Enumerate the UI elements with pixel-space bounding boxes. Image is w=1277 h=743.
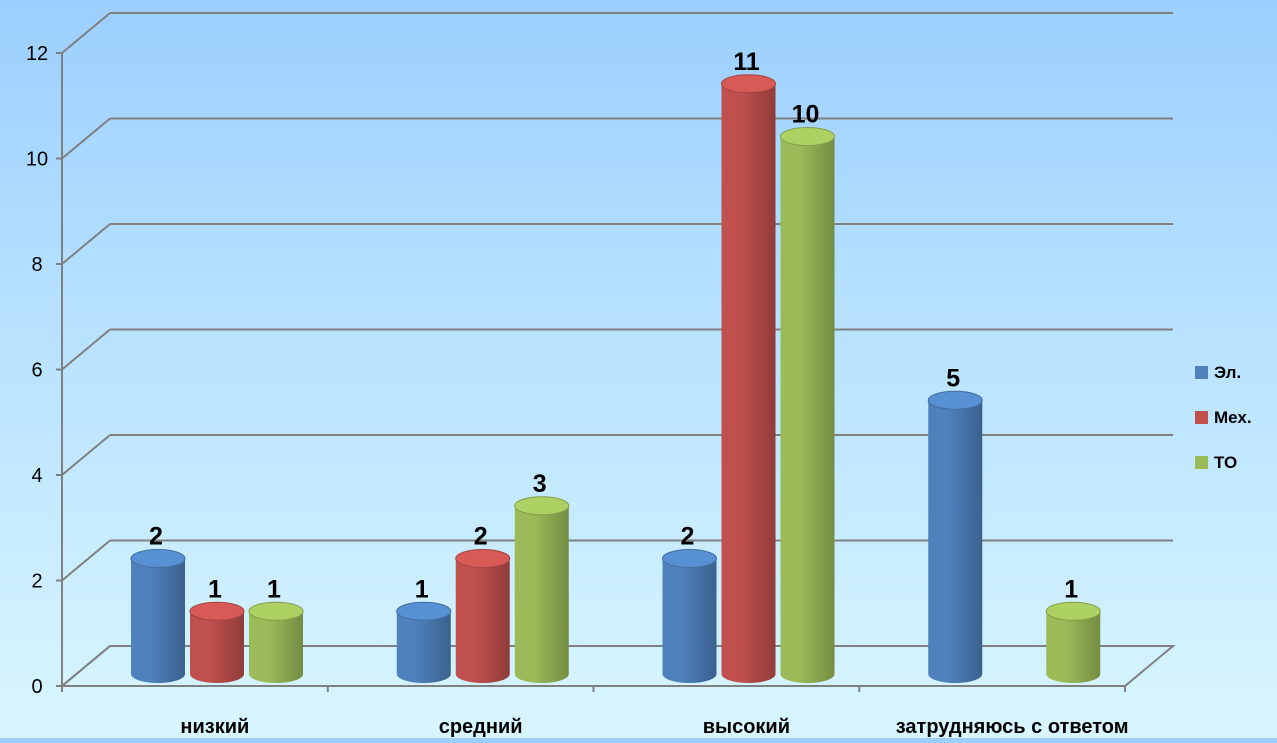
data-label: 10: [792, 101, 820, 129]
data-label: 1: [1064, 575, 1078, 603]
data-label: 2: [681, 523, 695, 551]
y-axis: 0 2 4 6 8 10 12: [26, 43, 62, 698]
x-tick-label: низкий: [180, 716, 249, 738]
legend-item: Эл.: [1195, 350, 1252, 395]
gridline: [61, 117, 1173, 160]
gridline: [61, 223, 1173, 265]
gridlines: [61, 12, 1173, 687]
y-tick-label: 0: [31, 676, 42, 698]
gridline: [61, 328, 1173, 371]
data-label: 1: [208, 575, 222, 603]
bar-Мех.-средний: [455, 549, 511, 684]
bar-Мех.-низкий: [189, 601, 245, 683]
bar-Эл.-низкий: [130, 549, 186, 683]
data-label: 3: [533, 470, 547, 498]
data-label: 5: [946, 364, 960, 392]
bar-ТО-затрудняюсь с ответом: [1045, 601, 1101, 684]
data-label: 2: [474, 523, 488, 551]
bar-ТО-средний: [514, 496, 570, 684]
legend-swatch: [1195, 456, 1208, 469]
data-label: 11: [733, 48, 760, 76]
y-tick-label: 2: [31, 571, 42, 593]
data-label: 1: [267, 575, 281, 603]
x-tick-label: средний: [439, 716, 523, 738]
bar-Эл.-затрудняюсь с ответом: [927, 390, 983, 684]
legend-swatch: [1195, 411, 1208, 424]
legend: Эл. Мех. ТО: [1195, 350, 1252, 485]
y-tick-label: 4: [31, 465, 42, 487]
legend-label: ТО: [1214, 452, 1238, 472]
y-tick-label: 12: [26, 43, 48, 65]
legend-label: Мех.: [1214, 407, 1252, 427]
gridline: [61, 12, 1173, 54]
y-tick-label: 6: [31, 360, 42, 382]
gridline: [61, 434, 1173, 476]
bar-ТО-низкий: [248, 601, 304, 683]
x-tick-label: затрудняюсь с ответом: [896, 716, 1129, 738]
bar-Эл.-средний: [396, 601, 452, 684]
y-tick-label: 10: [26, 149, 48, 171]
bar-Эл.-высокий: [662, 549, 717, 684]
chart-walls: [59, 53, 1176, 687]
y-tick-label: 8: [31, 254, 42, 276]
bar-Мех.-высокий: [721, 74, 776, 684]
legend-swatch: [1195, 366, 1208, 379]
legend-item: ТО: [1195, 440, 1252, 485]
legend-label: Эл.: [1214, 362, 1242, 382]
x-axis: низкий средний высокий затрудняюсь с ответо…: [61, 685, 1129, 738]
bar-ТО-высокий: [780, 127, 835, 684]
x-tick-label: высокий: [703, 716, 790, 738]
data-label: 2: [149, 523, 163, 551]
data-label: 1: [415, 575, 429, 603]
legend-item: Мех.: [1195, 395, 1252, 440]
bars: [130, 74, 1101, 684]
gridline: [61, 539, 1173, 582]
